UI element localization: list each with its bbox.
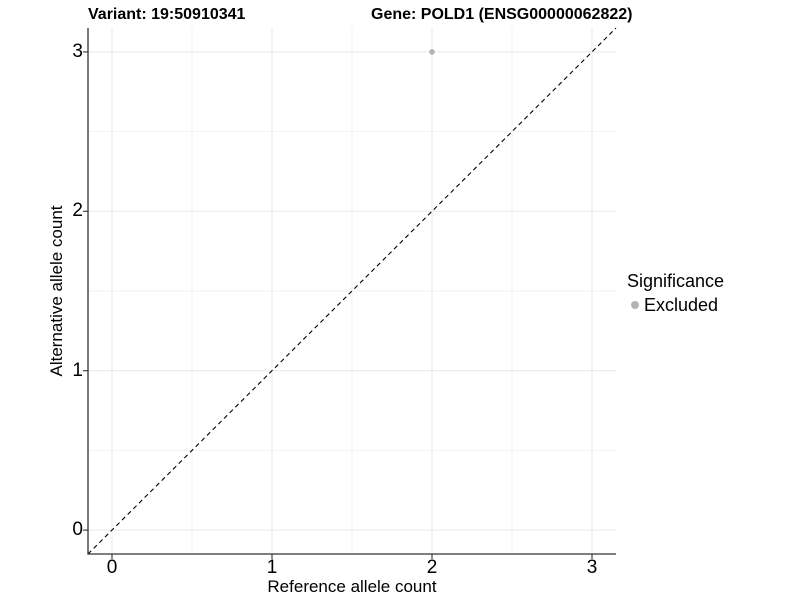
plot-title-gene: Gene: POLD1 (ENSG00000062822) [371,6,633,23]
identity-dashed-line [87,27,617,555]
plot-title-variant: Variant: 19:50910341 [88,6,246,23]
legend: Significance Excluded [627,270,724,315]
x-axis-title: Reference allele count [267,577,437,596]
x-tick-label: 1 [266,557,278,578]
legend-entry-label: Excluded [644,295,719,315]
y-axis-title: Alternative allele count [47,205,66,377]
y-tick-label: 0 [72,519,83,541]
x-tick-label: 0 [106,557,118,578]
y-tick-label: 3 [72,40,83,62]
x-tick-label: 2 [426,557,438,578]
legend-entry-excluded: Excluded [627,295,724,315]
y-tick-label: 1 [72,359,83,381]
legend-key-point-icon [631,301,639,309]
legend-title: Significance [627,271,725,291]
x-tick-label: 3 [586,557,598,578]
y-tick-label: 2 [72,200,83,222]
data-point [429,49,435,55]
